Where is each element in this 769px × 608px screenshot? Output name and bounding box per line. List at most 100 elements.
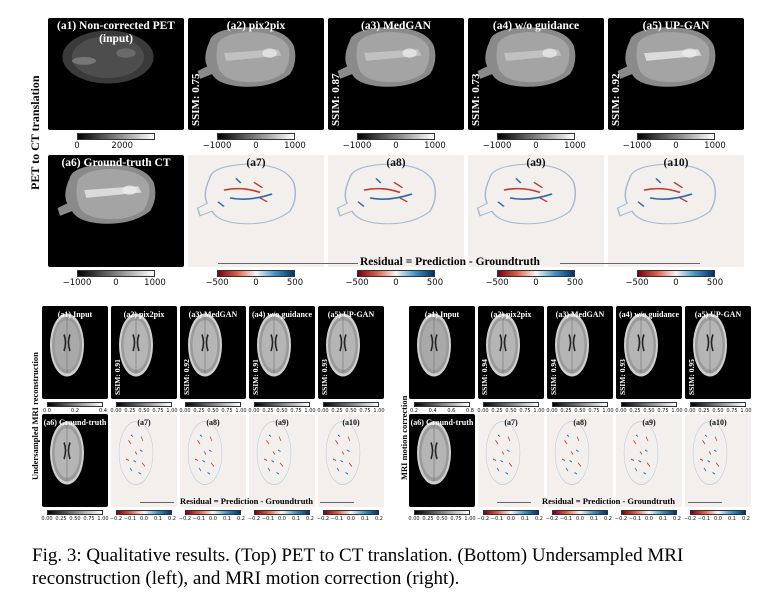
image-content — [409, 306, 459, 381]
image-panel: (a6) Ground-truth CT — [48, 155, 184, 267]
tick-label: 0 — [393, 278, 399, 288]
tick-label: 0.25 — [560, 408, 572, 414]
tick-label: −0.1 — [123, 516, 137, 522]
tick-label: 0.25 — [422, 516, 434, 522]
panel-title: (a8) — [206, 418, 220, 427]
tick-label: 0.75 — [726, 408, 738, 414]
tick-label: 0.0 — [576, 516, 584, 522]
arrow-left — [218, 263, 358, 264]
image-panel: (a5) UP-GAN SSIM: 0.93 — [318, 306, 384, 399]
tick-label: −0.2 — [247, 516, 261, 522]
panel-title: (a7) — [504, 418, 518, 427]
image-content — [188, 155, 308, 233]
tick-label: 0.00 — [546, 408, 558, 414]
colorbar — [185, 402, 241, 407]
image-content — [547, 306, 597, 381]
image-content — [478, 414, 528, 489]
panel-title: (a5) UP-GAN — [327, 310, 375, 319]
tick-label: 0.50 — [712, 408, 724, 414]
panel-title: (a8) — [386, 157, 406, 169]
tick-label: 0.0 — [645, 516, 653, 522]
tick-label: 0.75 — [290, 408, 302, 414]
image-content — [318, 306, 368, 381]
tick-label: 0 — [253, 278, 259, 288]
tick-label: 500 — [426, 278, 444, 288]
tick-label: 0.1 — [361, 516, 369, 522]
image-content — [468, 155, 588, 233]
panel-title: (a4) w/o guidance — [492, 20, 580, 32]
panel-title: (a10) — [663, 157, 689, 169]
image-panel: (a8) — [180, 414, 246, 507]
tick-label: −0.2 — [545, 516, 559, 522]
tick-label: 0.00 — [317, 408, 329, 414]
panel-title: (a3) MedGAN — [361, 20, 431, 32]
panel-title: (a1) Input — [424, 310, 460, 319]
tick-label: 0.50 — [436, 516, 448, 522]
ssim-label: SSIM: 0.87 — [330, 73, 342, 126]
tick-label: 0.2 — [535, 516, 543, 522]
tick-label: 0.0 — [507, 516, 515, 522]
colorbar — [357, 133, 435, 140]
panel-title: (a8) — [573, 418, 587, 427]
panel-title: (a3) MedGAN — [188, 310, 238, 319]
tick-label: 500 — [286, 278, 304, 288]
colorbar — [323, 510, 379, 515]
panel-title: (a2) pix2pix — [226, 20, 286, 32]
image-content — [409, 414, 459, 489]
image-panel: (a10) — [318, 414, 384, 507]
image-panel: (a6) Ground-truth — [42, 414, 108, 507]
tick-label: 1.00 — [235, 408, 247, 414]
tick-label: 1.00 — [533, 408, 545, 414]
ssim-label: SSIM: 0.73 — [470, 73, 482, 126]
tick-label: 0.00 — [248, 408, 260, 414]
residual-label: Residual = Prediction - Groundtruth — [180, 496, 313, 506]
tick-label: 1.00 — [671, 408, 683, 414]
tick-label: 0.2 — [673, 516, 681, 522]
tick-label: 0 — [74, 141, 80, 151]
arrow-left — [497, 502, 531, 503]
arrow-right — [688, 502, 722, 503]
tick-label: 0.75 — [657, 408, 669, 414]
tick-label: 0.75 — [359, 408, 371, 414]
row-label: Undersampled MRI reconstruction — [30, 352, 40, 480]
figure-caption: Fig. 3: Qualitative results. (Top) PET t… — [32, 545, 684, 589]
tick-label: −0.2 — [683, 516, 697, 522]
tick-label: 0.25 — [262, 408, 274, 414]
panel-title: (a10) — [709, 418, 727, 427]
image-content — [249, 306, 299, 381]
colorbar — [47, 510, 103, 515]
colorbar — [217, 270, 295, 277]
tick-label: 0.00 — [41, 516, 53, 522]
tick-label: 500 — [706, 278, 724, 288]
image-panel: (a2) pix2pix SSIM: 0.91 — [111, 306, 177, 399]
panel-title: (a9) — [642, 418, 656, 427]
tick-label: 0.1 — [590, 516, 598, 522]
tick-label: 0 — [393, 141, 399, 151]
tick-label: 0.2 — [410, 408, 418, 414]
tick-label: 0.50 — [505, 408, 517, 414]
image-panel: (a10) — [685, 414, 751, 507]
tick-label: 0.2 — [375, 516, 383, 522]
tick-label: −0.1 — [490, 516, 504, 522]
tick-label: 0.25 — [629, 408, 641, 414]
tick-label: 0.00 — [477, 408, 489, 414]
tick-label: 0.0 — [278, 516, 286, 522]
tick-label: 0.50 — [643, 408, 655, 414]
tick-label: 0.50 — [574, 408, 586, 414]
colorbar — [483, 402, 539, 407]
image-panel: (a9) — [249, 414, 315, 507]
ssim-label: SSIM: 0.92 — [182, 359, 191, 395]
colorbar — [497, 133, 575, 140]
panel-title: (a6) Ground-truth CT — [61, 157, 171, 169]
tick-label: 1000 — [564, 141, 586, 151]
tick-label: −1000 — [202, 141, 232, 151]
tick-label: 0.25 — [331, 408, 343, 414]
tick-label: 0.4 — [99, 408, 107, 414]
ssim-label: SSIM: 0.75 — [190, 73, 202, 126]
image-content — [188, 18, 308, 96]
image-panel: (a8) — [328, 155, 464, 267]
tick-label: 0.00 — [110, 408, 122, 414]
image-content — [616, 306, 666, 381]
tick-label: −0.2 — [476, 516, 490, 522]
colorbar — [621, 402, 677, 407]
